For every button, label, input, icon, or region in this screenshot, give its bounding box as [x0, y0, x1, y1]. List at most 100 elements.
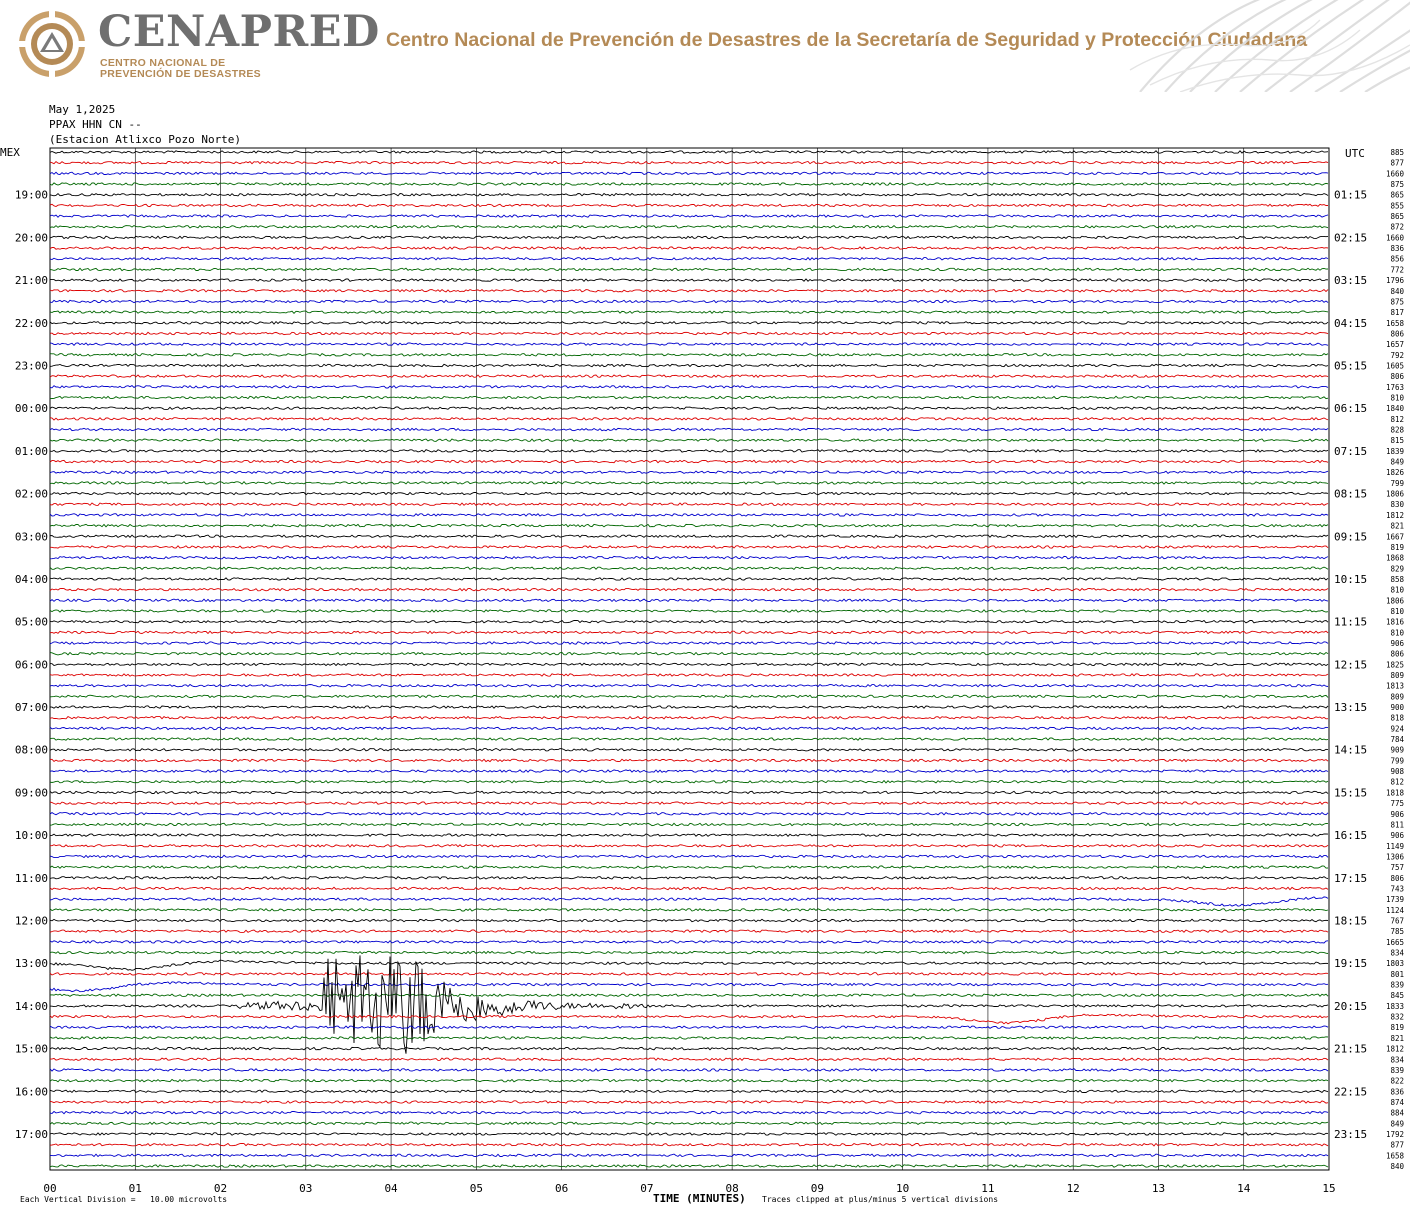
trace-value-label: 775 [1390, 799, 1404, 808]
trace-line [49, 1078, 1329, 1083]
trace-line [49, 320, 1329, 325]
trace-value-label: 839 [1390, 981, 1404, 990]
trace-value-label: 906 [1390, 639, 1404, 648]
right-hour-label: 16:15 [1334, 829, 1367, 842]
trace-line [49, 577, 1329, 581]
trace-value-label: 812 [1390, 778, 1404, 787]
trace-line [49, 715, 1329, 720]
trace-value-label: 1763 [1386, 383, 1404, 392]
trace-value-label: 1825 [1386, 660, 1404, 669]
trace-value-label: 784 [1390, 735, 1404, 744]
trace-line [49, 374, 1329, 378]
right-hour-label: 04:15 [1334, 317, 1367, 330]
trace-line [49, 406, 1329, 411]
x-tick-label: 12 [1067, 1182, 1080, 1195]
trace-value-label: 785 [1390, 927, 1404, 936]
trace-line [49, 876, 1329, 880]
right-hour-label: 07:15 [1334, 445, 1367, 458]
trace-line [49, 694, 1329, 699]
right-hour-label: 15:15 [1334, 786, 1367, 799]
trace-value-label: 830 [1390, 500, 1404, 509]
trace-line [49, 278, 1329, 282]
trace-value-label: 839 [1390, 1066, 1404, 1075]
trace-line [49, 1164, 1329, 1168]
trace-value-label: 1667 [1386, 532, 1404, 541]
trace-line [49, 886, 1329, 891]
x-tick-label: 10 [896, 1182, 909, 1195]
trace-value-label: 908 [1390, 767, 1404, 776]
channel-code: PPAX HHN CN -- [49, 118, 142, 131]
trace-line [49, 683, 1329, 688]
trace-value-label: 819 [1390, 1023, 1404, 1032]
trace-line [49, 160, 1329, 165]
trace-value-label: 1660 [1386, 169, 1405, 178]
left-hour-label: 23:00 [15, 359, 48, 372]
trace-value-label: 810 [1390, 586, 1404, 595]
station-name: (Estacion Atlixco Pozo Norte) [49, 133, 242, 146]
trace-value-label: 1818 [1386, 788, 1405, 797]
trace-value-label: 801 [1390, 970, 1404, 979]
trace-value-label: 877 [1390, 1141, 1404, 1150]
x-tick-label: 13 [1152, 1182, 1165, 1195]
x-tick-label: 00 [43, 1182, 56, 1195]
trace-value-label: 1124 [1386, 906, 1405, 915]
trace-value-label: 815 [1390, 436, 1404, 445]
trace-value-label: 757 [1390, 863, 1404, 872]
trace-value-label: 1840 [1386, 404, 1405, 413]
labels-layer: 00 01 02 03 04 05 06 07 08 09 10 11 12 13 14 1588587716… [0, 146, 1404, 1195]
x-tick-label: 04 [384, 1182, 398, 1195]
trace-value-label: 799 [1390, 479, 1404, 488]
left-hour-label: 03:00 [15, 530, 48, 543]
trace-line [49, 192, 1329, 197]
trace-line [49, 203, 1328, 208]
left-hour-label: 09:00 [15, 786, 48, 799]
trace-value-label: 811 [1390, 820, 1404, 829]
right-hour-label: 14:15 [1334, 744, 1367, 757]
trace-value-label: 1665 [1386, 938, 1404, 947]
left-hour-label: 17:00 [15, 1128, 48, 1141]
trace-value-label: 809 [1390, 671, 1404, 680]
left-hour-label: 15:00 [15, 1043, 48, 1056]
left-axis-label: MEX [0, 146, 20, 159]
right-hour-label: 13:15 [1334, 701, 1367, 714]
trace-value-label: 1657 [1386, 340, 1404, 349]
trace-line [49, 908, 1329, 912]
left-hour-label: 10:00 [15, 829, 48, 842]
trace-value-label: 856 [1390, 255, 1404, 264]
trace-line [49, 854, 1329, 859]
trace-value-label: 832 [1390, 1013, 1404, 1022]
trace-line [49, 959, 1329, 971]
right-hour-label: 21:15 [1334, 1043, 1367, 1056]
trace-value-label: 810 [1390, 607, 1404, 616]
x-axis-label: TIME (MINUTES) [653, 1192, 746, 1205]
trace-value-label: 1813 [1386, 682, 1404, 691]
right-hour-label: 08:15 [1334, 488, 1367, 501]
trace-line [49, 449, 1329, 453]
left-hour-label: 00:00 [15, 402, 48, 415]
trace-line [49, 459, 1329, 464]
x-tick-label: 15 [1322, 1182, 1335, 1195]
trace-value-label: 836 [1390, 244, 1404, 253]
trace-value-label: 743 [1390, 884, 1404, 893]
trace-line [49, 662, 1329, 667]
trace-value-label: 906 [1390, 831, 1404, 840]
trace-value-label: 828 [1390, 426, 1404, 435]
trace-value-label: 806 [1390, 372, 1404, 381]
left-hour-label: 06:00 [15, 658, 48, 671]
trace-line [49, 331, 1329, 336]
right-hour-label: 01:15 [1334, 189, 1367, 202]
trace-line [49, 427, 1329, 432]
trace-line [49, 299, 1329, 304]
trace-value-label: 806 [1390, 874, 1404, 883]
trace-line [49, 972, 1329, 976]
right-axis-label: UTC [1345, 147, 1365, 160]
trace-line [49, 822, 1329, 827]
trace-line [49, 630, 1329, 635]
trace-value-label: 849 [1390, 458, 1404, 467]
x-tick-label: 02 [214, 1182, 227, 1195]
trace-line [49, 363, 1329, 368]
trace-line [49, 811, 1329, 816]
trace-value-label: 906 [1390, 810, 1404, 819]
trace-value-label: 1806 [1386, 490, 1405, 499]
trace-value-label: 1306 [1386, 852, 1405, 861]
